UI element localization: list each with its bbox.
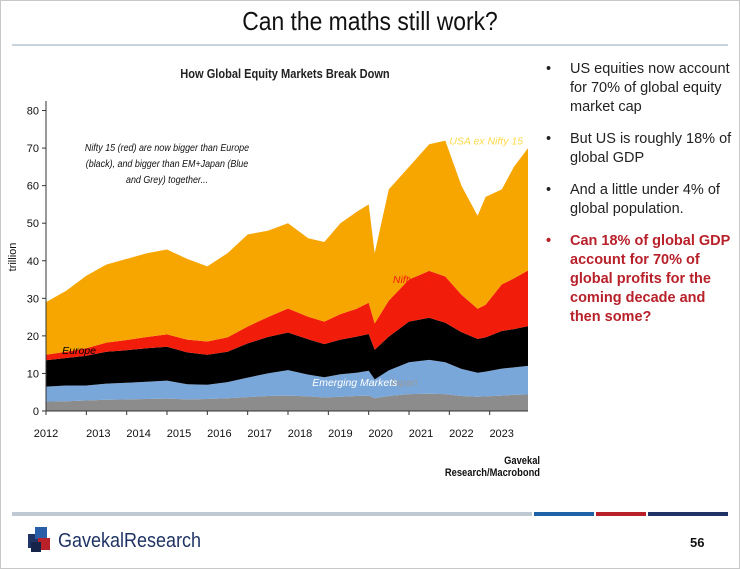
x-tick-label: 2019 [328,428,352,440]
area-layer [46,140,528,411]
axes-layer: 0 10 20 30 40 50 60 70 80 2012 2013 2014 2015 2016 201… [7,101,528,440]
y-tick-label: 60 [27,181,39,193]
x-tick-label: 2015 [167,428,191,440]
x-tick-label: 2018 [288,428,312,440]
area-series-europe [46,317,528,387]
x-tick-label: 2022 [449,428,473,440]
footer-color-bars [12,512,728,516]
bullet-item: • But US is roughly 18% of global GDP [540,130,736,168]
bullet-dot-icon: • [546,182,552,198]
bullet-text: Can 18% of global GDP account for 70% of… [570,233,731,325]
y-tick-label: 30 [27,293,39,305]
footer-bar-red [596,512,646,516]
x-tick-label: 2020 [368,428,392,440]
y-tick-label: 80 [27,106,39,118]
y-tick-label: 70 [27,143,39,155]
footer-bar-light [12,512,532,516]
bullet-item: • US equities now account for 70% of glob… [540,60,736,117]
bullet-dot-icon: • [546,131,552,147]
area-series-emerging-markets [46,359,528,402]
bullet-item: • And a little under 4% of global populat… [540,181,736,219]
footer-bar-blue [534,512,594,516]
bullet-item-highlight: • Can 18% of global GDP account for 70% o… [540,232,736,327]
page-number: 56 [690,535,705,550]
x-tick-label: 2023 [489,428,513,440]
area-series-nifty-15 [46,270,528,361]
series-label: Nifty 15 [393,274,429,286]
series-label: Europe [62,345,96,357]
x-tick-label: 2013 [86,428,110,440]
bullet-dot-icon: • [546,233,552,249]
gavekal-logo-icon [28,527,50,552]
bullet-dot-icon: • [546,61,552,77]
bullet-text: But US is roughly 18% of global GDP [570,131,732,166]
title-divider [12,44,728,46]
slide-title: Can the maths still work? [242,6,498,36]
bullet-text: And a little under 4% of global populati… [570,182,720,217]
y-tick-label: 0 [33,406,39,418]
y-tick-label: 40 [27,256,39,268]
series-label: USA ex Nifty 15 [449,135,523,147]
chart-title: How Global Equity Markets Break Down [180,66,390,81]
x-tick-label: 2021 [409,428,433,440]
bullet-list: • US equities now account for 70% of glob… [540,60,736,340]
x-tick-label: 2017 [247,428,271,440]
series-label: Japan [388,377,418,389]
area-series-japan [46,393,528,411]
y-axis-label: trillion [7,243,19,272]
y-tick-label: 10 [27,368,39,380]
area-series-usa-ex-nifty-15 [46,140,528,355]
series-label: Emerging Markets [312,377,398,389]
x-tick-label: 2016 [207,428,231,440]
y-tick-label: 50 [27,218,39,230]
logo-text: GavekalResearch [58,530,202,552]
x-tick-label: 2012 [34,428,58,440]
bullet-text: US equities now account for 70% of globa… [570,61,730,115]
chart-source: Gavekal Research/Macrobond [444,455,540,479]
chart-annotation: Nifty 15 (red) are now bigger than Europ… [84,142,250,186]
y-tick-label: 20 [27,331,39,343]
footer-bar-navy [648,512,728,516]
x-tick-label: 2014 [126,428,150,440]
